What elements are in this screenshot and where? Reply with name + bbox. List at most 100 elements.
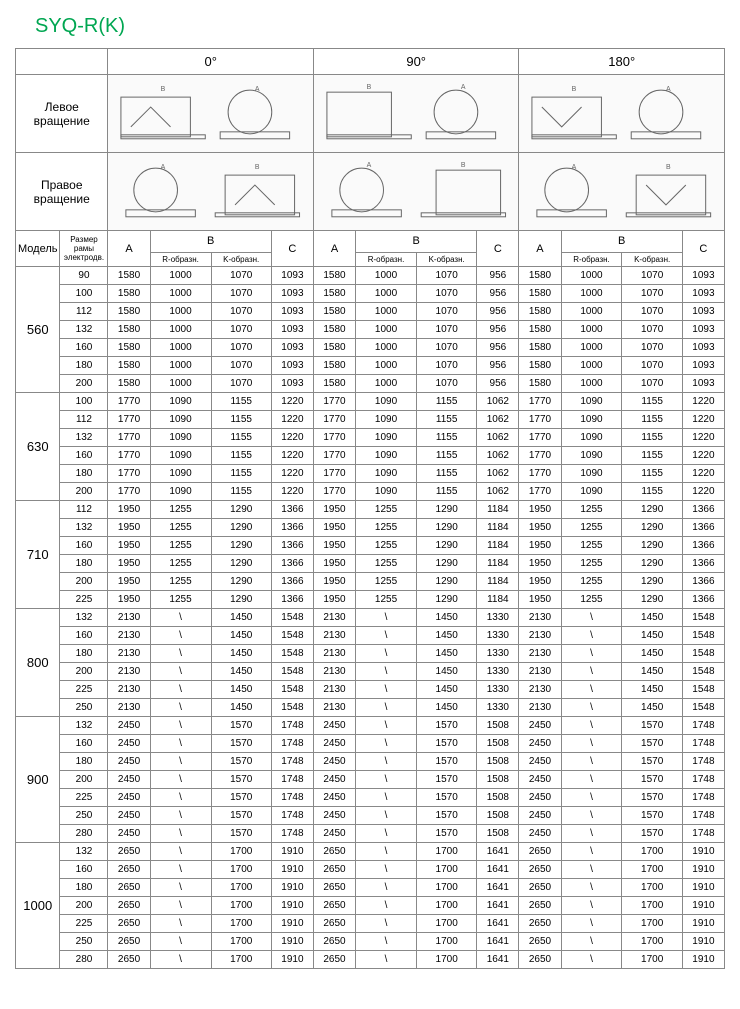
data-cell: 1090 (150, 411, 211, 429)
data-cell: \ (150, 861, 211, 879)
data-cell: 1090 (356, 393, 417, 411)
data-cell: 1070 (417, 321, 477, 339)
data-cell: 2130 (108, 627, 150, 645)
data-cell: 1093 (682, 303, 724, 321)
c-header-180: C (682, 231, 724, 267)
data-cell: 1184 (477, 519, 519, 537)
data-cell: 1366 (682, 555, 724, 573)
data-cell: 1548 (271, 609, 313, 627)
frame-cell: 225 (60, 681, 108, 699)
angle-header-row: 0° 90° 180° (16, 49, 725, 75)
data-cell: 1910 (271, 843, 313, 861)
data-cell: 1700 (622, 843, 682, 861)
frame-cell: 200 (60, 375, 108, 393)
data-cell: 1290 (622, 591, 682, 609)
table-row: 1121770109011551220177010901155106217701… (16, 411, 725, 429)
table-row: 1321580100010701093158010001070956158010… (16, 321, 725, 339)
data-cell: 1450 (211, 663, 271, 681)
data-cell: 1700 (622, 879, 682, 897)
data-cell: 1070 (622, 339, 682, 357)
data-cell: \ (150, 735, 211, 753)
data-cell: 1070 (211, 303, 271, 321)
data-cell: 1580 (519, 267, 561, 285)
data-cell: 1093 (271, 375, 313, 393)
data-cell: 1700 (211, 951, 271, 969)
data-cell: 1950 (519, 501, 561, 519)
data-cell: 1255 (356, 537, 417, 555)
data-cell: 1155 (211, 393, 271, 411)
data-cell: 1330 (477, 627, 519, 645)
data-cell: 1290 (211, 591, 271, 609)
data-cell: 2130 (313, 663, 355, 681)
data-cell: 1548 (682, 681, 724, 699)
data-cell: 1184 (477, 573, 519, 591)
data-cell: 1000 (561, 375, 622, 393)
svg-text:A: A (255, 86, 260, 93)
data-cell: 1580 (313, 267, 355, 285)
frame-cell: 160 (60, 627, 108, 645)
data-cell: 2450 (108, 807, 150, 825)
data-cell: \ (150, 681, 211, 699)
frame-cell: 280 (60, 825, 108, 843)
data-cell: \ (150, 879, 211, 897)
data-cell: 1220 (682, 393, 724, 411)
data-cell: \ (561, 609, 622, 627)
data-cell: 1770 (108, 393, 150, 411)
frame-cell: 200 (60, 483, 108, 501)
frame-cell: 90 (60, 267, 108, 285)
data-cell: 1910 (682, 915, 724, 933)
data-cell: 2130 (108, 681, 150, 699)
table-row: 1121580100010701093158010001070956158010… (16, 303, 725, 321)
frame-cell: 225 (60, 789, 108, 807)
data-cell: 1950 (108, 591, 150, 609)
data-cell: 1700 (417, 915, 477, 933)
fan-diagram-icon: A B (111, 155, 309, 225)
data-cell: 1770 (519, 465, 561, 483)
data-cell: 1770 (313, 429, 355, 447)
data-cell: 1570 (417, 789, 477, 807)
data-cell: 1580 (108, 303, 150, 321)
data-cell: 1366 (682, 501, 724, 519)
data-cell: 1093 (271, 321, 313, 339)
data-cell: 1255 (561, 537, 622, 555)
frame-cell: 160 (60, 861, 108, 879)
data-cell: 1255 (356, 555, 417, 573)
data-cell: 1508 (477, 717, 519, 735)
data-cell: 2650 (519, 879, 561, 897)
data-cell: 1290 (417, 555, 477, 573)
data-cell: 1255 (561, 555, 622, 573)
frame-cell: 180 (60, 753, 108, 771)
table-row: 2252130\145015482130\145013302130\145015… (16, 681, 725, 699)
data-cell: 1450 (622, 627, 682, 645)
table-row: 2252450\157017482450\157015082450\157017… (16, 789, 725, 807)
data-cell: 1155 (417, 483, 477, 501)
data-cell: 1910 (682, 843, 724, 861)
data-cell: \ (356, 861, 417, 879)
data-cell: \ (561, 879, 622, 897)
data-cell: \ (356, 735, 417, 753)
data-cell: 1910 (271, 897, 313, 915)
data-cell: 2650 (519, 897, 561, 915)
data-cell: 1070 (417, 375, 477, 393)
data-cell: 1184 (477, 591, 519, 609)
data-cell: \ (561, 933, 622, 951)
data-cell: 2130 (519, 627, 561, 645)
fan-diagram-icon: A B (522, 155, 721, 225)
frame-cell: 100 (60, 393, 108, 411)
data-cell: 1570 (622, 771, 682, 789)
dimensions-table: 0° 90° 180° Левое вращение B A B (15, 48, 725, 969)
data-cell: 1950 (108, 555, 150, 573)
table-row: 2002130\145015482130\145013302130\145015… (16, 663, 725, 681)
data-cell: 1580 (108, 267, 150, 285)
data-cell: 2650 (108, 897, 150, 915)
data-cell: 1184 (477, 537, 519, 555)
data-cell: 1366 (271, 537, 313, 555)
data-cell: 2130 (313, 609, 355, 627)
data-cell: 1070 (211, 339, 271, 357)
angle-90: 90° (313, 49, 518, 75)
data-cell: 1090 (150, 465, 211, 483)
data-cell: 1700 (211, 879, 271, 897)
data-cell: \ (150, 951, 211, 969)
data-cell: 1910 (271, 879, 313, 897)
frame-cell: 200 (60, 771, 108, 789)
